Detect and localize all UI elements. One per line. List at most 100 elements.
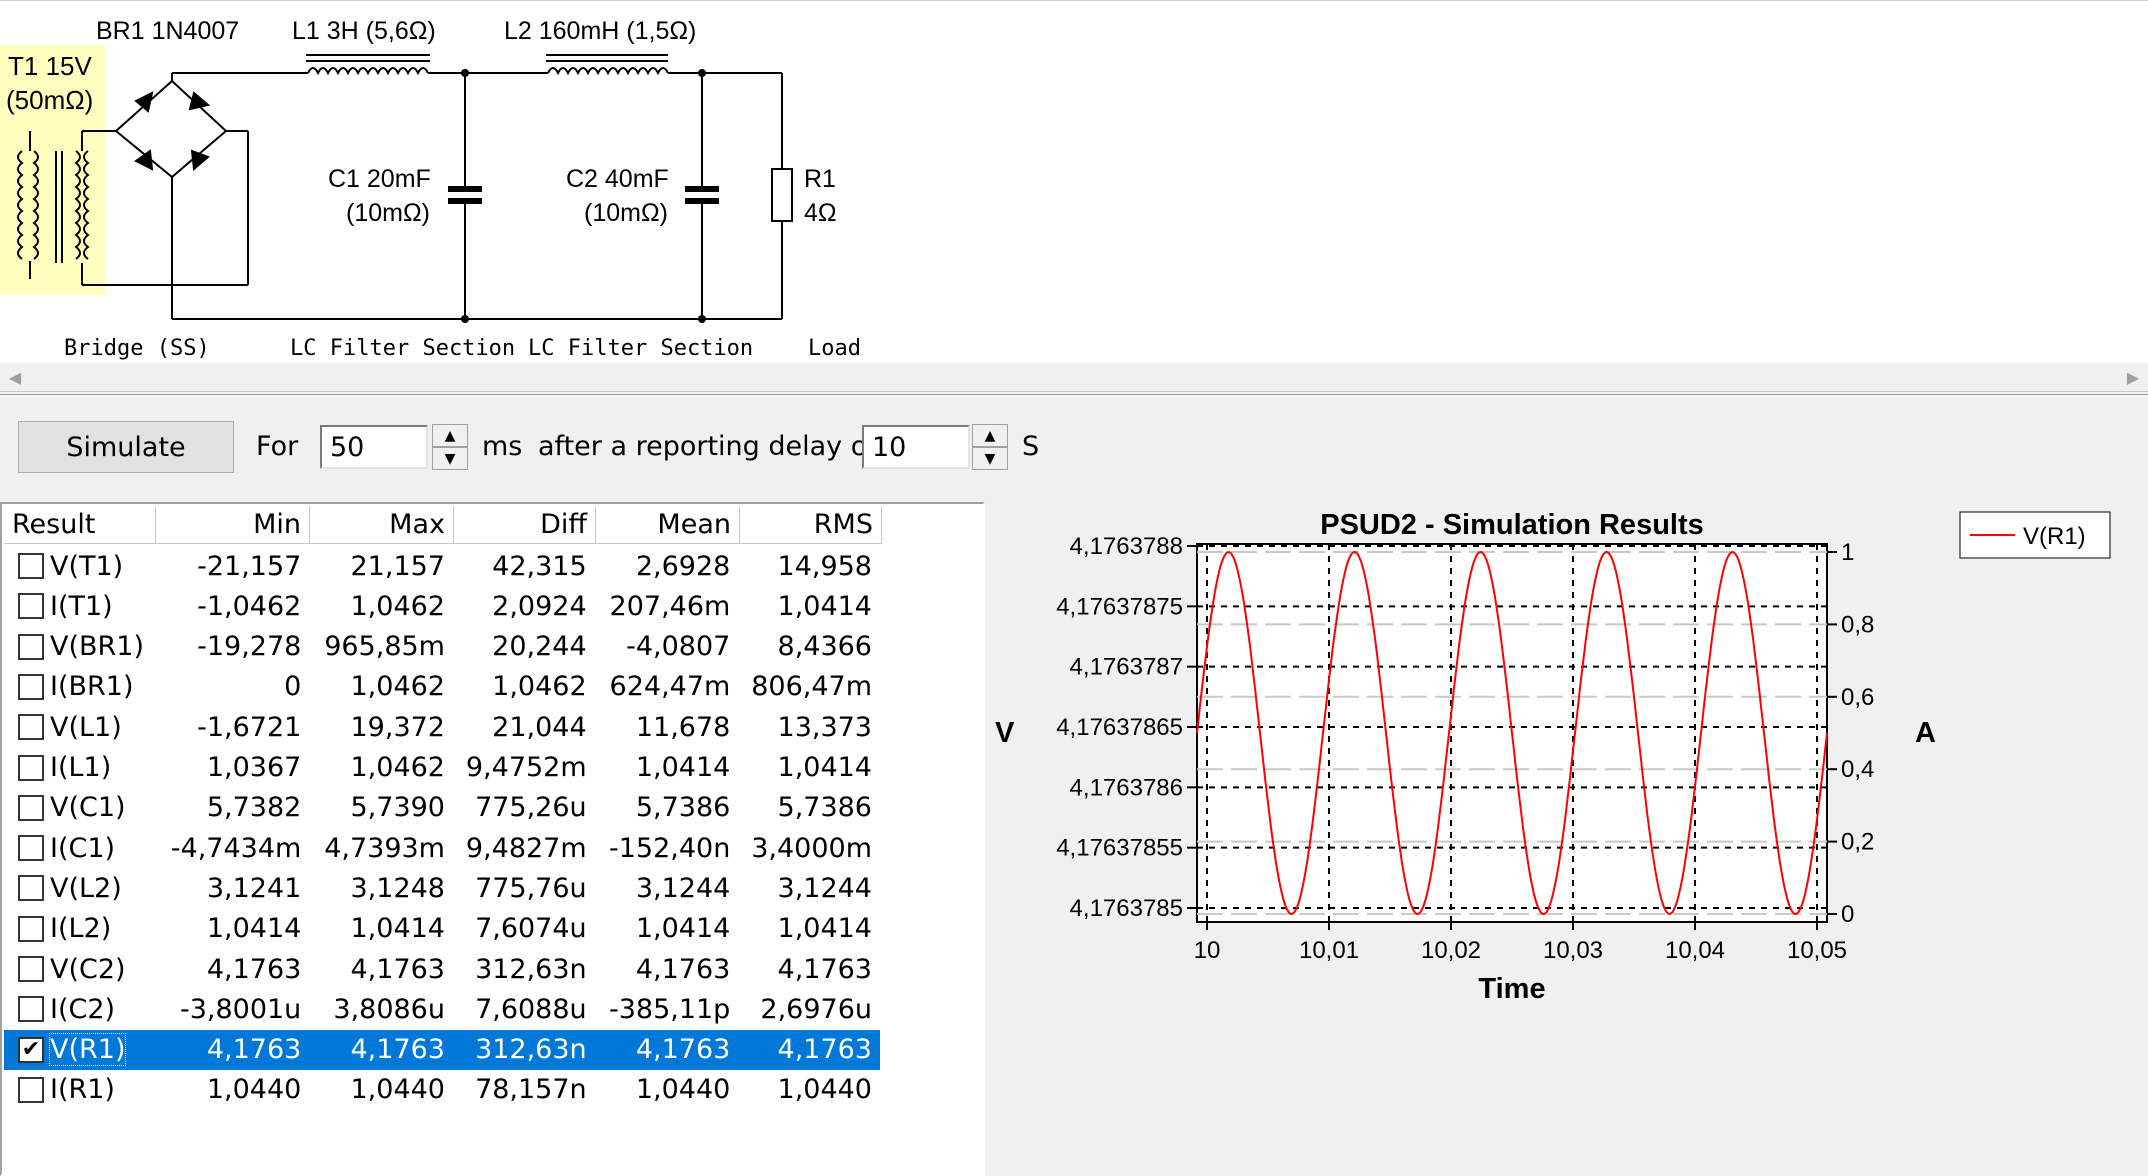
table-row[interactable]: I(T1) -1,0462 1,0462 2,0924 207,46m 1,0414 xyxy=(4,586,880,626)
result-rms-cell: 3,1244 xyxy=(777,872,872,904)
result-name-cell[interactable]: V(BR1) xyxy=(4,631,156,662)
result-min-cell: 3,1241 xyxy=(206,872,302,904)
y-right-tick-label: 0,4 xyxy=(1841,756,1874,783)
result-checkbox[interactable] xyxy=(18,794,44,821)
table-row[interactable]: I(C1) -4,7434m 4,7393m 9,4827m -152,40n 3,400… xyxy=(4,828,880,868)
spin-down-icon[interactable]: ▼ xyxy=(972,447,1008,470)
result-name-cell[interactable]: ✔ V(R1) xyxy=(4,1033,156,1067)
result-name-cell[interactable]: I(BR1) xyxy=(4,671,156,702)
result-rms-cell: 806,47m xyxy=(751,671,872,703)
result-min-cell: 1,0440 xyxy=(206,1074,302,1106)
y-left-tick-label: 4,17637865 xyxy=(1056,714,1183,741)
section-label-bridge: Bridge (SS) xyxy=(64,336,210,361)
resistor1-icon xyxy=(771,73,793,319)
table-row[interactable]: I(C2) -3,8001u 3,8086u 7,6088u -385,11p 2,697… xyxy=(4,989,880,1029)
y-left-tick-label: 4,17637855 xyxy=(1056,835,1183,862)
capacitor1-resistance: (10mΩ) xyxy=(346,199,430,227)
scroll-right-icon[interactable]: ▶ xyxy=(2126,368,2140,387)
result-name-cell[interactable]: V(C2) xyxy=(4,954,156,985)
result-rms-cell: 14,958 xyxy=(777,550,872,582)
simulate-button[interactable]: Simulate xyxy=(18,421,234,473)
result-name-cell[interactable]: V(L2) xyxy=(4,873,156,904)
y-right-tick-label: 1 xyxy=(1841,539,1854,566)
horizontal-scrollbar[interactable]: ◀ ▶ xyxy=(0,362,2148,392)
result-name-cell[interactable]: I(T1) xyxy=(4,591,156,622)
result-checkbox[interactable] xyxy=(18,714,44,741)
result-max-cell: 1,0462 xyxy=(350,752,445,783)
column-header-mean[interactable]: Mean xyxy=(596,506,740,544)
ms-label: ms xyxy=(482,431,523,462)
for-label: For xyxy=(256,431,299,462)
spin-up-icon[interactable]: ▲ xyxy=(432,424,468,447)
result-checkbox[interactable] xyxy=(18,633,44,660)
result-checkbox[interactable] xyxy=(18,673,44,700)
result-name: V(C1) xyxy=(50,792,126,824)
delay-label: after a reporting delay of xyxy=(538,431,877,462)
duration-spinner[interactable]: ▲ ▼ xyxy=(432,424,468,470)
spin-up-icon[interactable]: ▲ xyxy=(972,424,1008,447)
table-row[interactable]: V(C2) 4,1763 4,1763 312,63n 4,1763 4,1763 xyxy=(4,949,880,989)
result-name-cell[interactable]: V(C1) xyxy=(4,792,156,823)
result-diff-cell: 20,244 xyxy=(492,631,587,663)
result-name-cell[interactable]: I(C2) xyxy=(4,994,156,1025)
result-name-cell[interactable]: I(R1) xyxy=(4,1074,156,1105)
column-header-result[interactable]: Result xyxy=(4,506,156,544)
result-checkbox[interactable] xyxy=(18,996,44,1023)
column-header-diff[interactable]: Diff xyxy=(454,506,596,544)
result-max-cell: 1,0462 xyxy=(350,671,445,703)
table-row[interactable]: ✔ V(R1) 4,1763 4,1763 312,63n 4,1763 4,1763 xyxy=(4,1029,880,1070)
column-header-max[interactable]: Max xyxy=(310,506,454,544)
result-mean-cell: 624,47m xyxy=(609,671,731,703)
result-rms-cell: 4,1763 xyxy=(777,953,872,985)
result-name: I(C1) xyxy=(50,832,116,864)
result-checkbox[interactable] xyxy=(18,593,44,620)
result-name-cell[interactable]: V(L1) xyxy=(4,712,156,743)
table-row[interactable]: V(L1) -1,6721 19,372 21,044 11,678 13,373 xyxy=(4,707,880,747)
column-header-min[interactable]: Min xyxy=(156,506,310,544)
result-name-cell[interactable]: I(C1) xyxy=(4,833,156,864)
table-row[interactable]: I(BR1) 0 1,0462 1,0462 624,47m 806,47m xyxy=(4,667,880,707)
result-name-cell[interactable]: I(L1) xyxy=(4,752,156,783)
table-row[interactable]: I(R1) 1,0440 1,0440 78,157n 1,0440 1,0440 xyxy=(4,1070,880,1110)
result-checkbox[interactable] xyxy=(18,956,44,982)
x-axis-label: Time xyxy=(1478,973,1545,1005)
result-checkbox[interactable] xyxy=(18,915,44,942)
result-checkbox[interactable]: ✔ xyxy=(18,1036,44,1063)
y-left-tick-label: 4,1763788 xyxy=(1070,533,1183,560)
section-label-load: Load xyxy=(808,336,861,361)
table-row[interactable]: V(BR1) -19,278 965,85m 20,244 -4,0807 8,4366 xyxy=(4,627,880,667)
duration-input[interactable] xyxy=(320,425,428,469)
delay-input[interactable] xyxy=(862,425,970,469)
scroll-left-icon[interactable]: ◀ xyxy=(8,368,22,387)
result-mean-cell: 1,0440 xyxy=(635,1074,731,1106)
schematic-diagram: T1 15V (50mΩ) BR1 1N4007 xyxy=(0,17,861,361)
result-checkbox[interactable] xyxy=(18,835,44,862)
simulation-toolbar: Simulate For ▲ ▼ ms after a reporting de… xyxy=(0,397,2148,497)
y-right-tick-label: 0,2 xyxy=(1841,829,1874,856)
table-row[interactable]: V(L2) 3,1241 3,1248 775,76u 3,1244 3,1244 xyxy=(4,868,880,908)
result-checkbox[interactable] xyxy=(18,1076,44,1103)
result-max-cell: 3,8086u xyxy=(333,993,445,1025)
spin-down-icon[interactable]: ▼ xyxy=(432,447,468,470)
capacitor1-icon xyxy=(448,73,482,319)
result-name: V(R1) xyxy=(48,1033,127,1067)
result-name-cell[interactable]: I(L2) xyxy=(4,913,156,944)
schematic-canvas: T1 15V (50mΩ) BR1 1N4007 xyxy=(0,0,2148,362)
delay-spinner[interactable]: ▲ ▼ xyxy=(972,424,1008,470)
capacitor2-icon xyxy=(685,73,719,319)
result-name-cell[interactable]: V(T1) xyxy=(4,551,156,582)
result-checkbox[interactable] xyxy=(18,553,44,579)
table-row[interactable]: I(L2) 1,0414 1,0414 7,6074u 1,0414 1,0414 xyxy=(4,909,880,949)
result-checkbox[interactable] xyxy=(18,875,44,902)
section-label-lc1: LC Filter Section xyxy=(290,336,515,361)
table-row[interactable]: I(L1) 1,0367 1,0462 9,4752m 1,0414 1,0414 xyxy=(4,748,880,788)
column-header-rms[interactable]: RMS xyxy=(740,506,882,544)
result-mean-cell: 207,46m xyxy=(609,590,731,622)
result-checkbox[interactable] xyxy=(18,754,44,781)
table-row[interactable]: V(T1) -21,157 21,157 42,315 2,6928 14,958 xyxy=(4,546,880,586)
table-row[interactable]: V(C1) 5,7382 5,7390 775,26u 5,7386 5,7386 xyxy=(4,788,880,828)
splitter[interactable] xyxy=(0,394,2148,397)
result-mean-cell: 1,0414 xyxy=(635,752,731,783)
result-max-cell: 4,1763 xyxy=(350,1034,445,1066)
transformer-highlight[interactable] xyxy=(0,45,106,295)
